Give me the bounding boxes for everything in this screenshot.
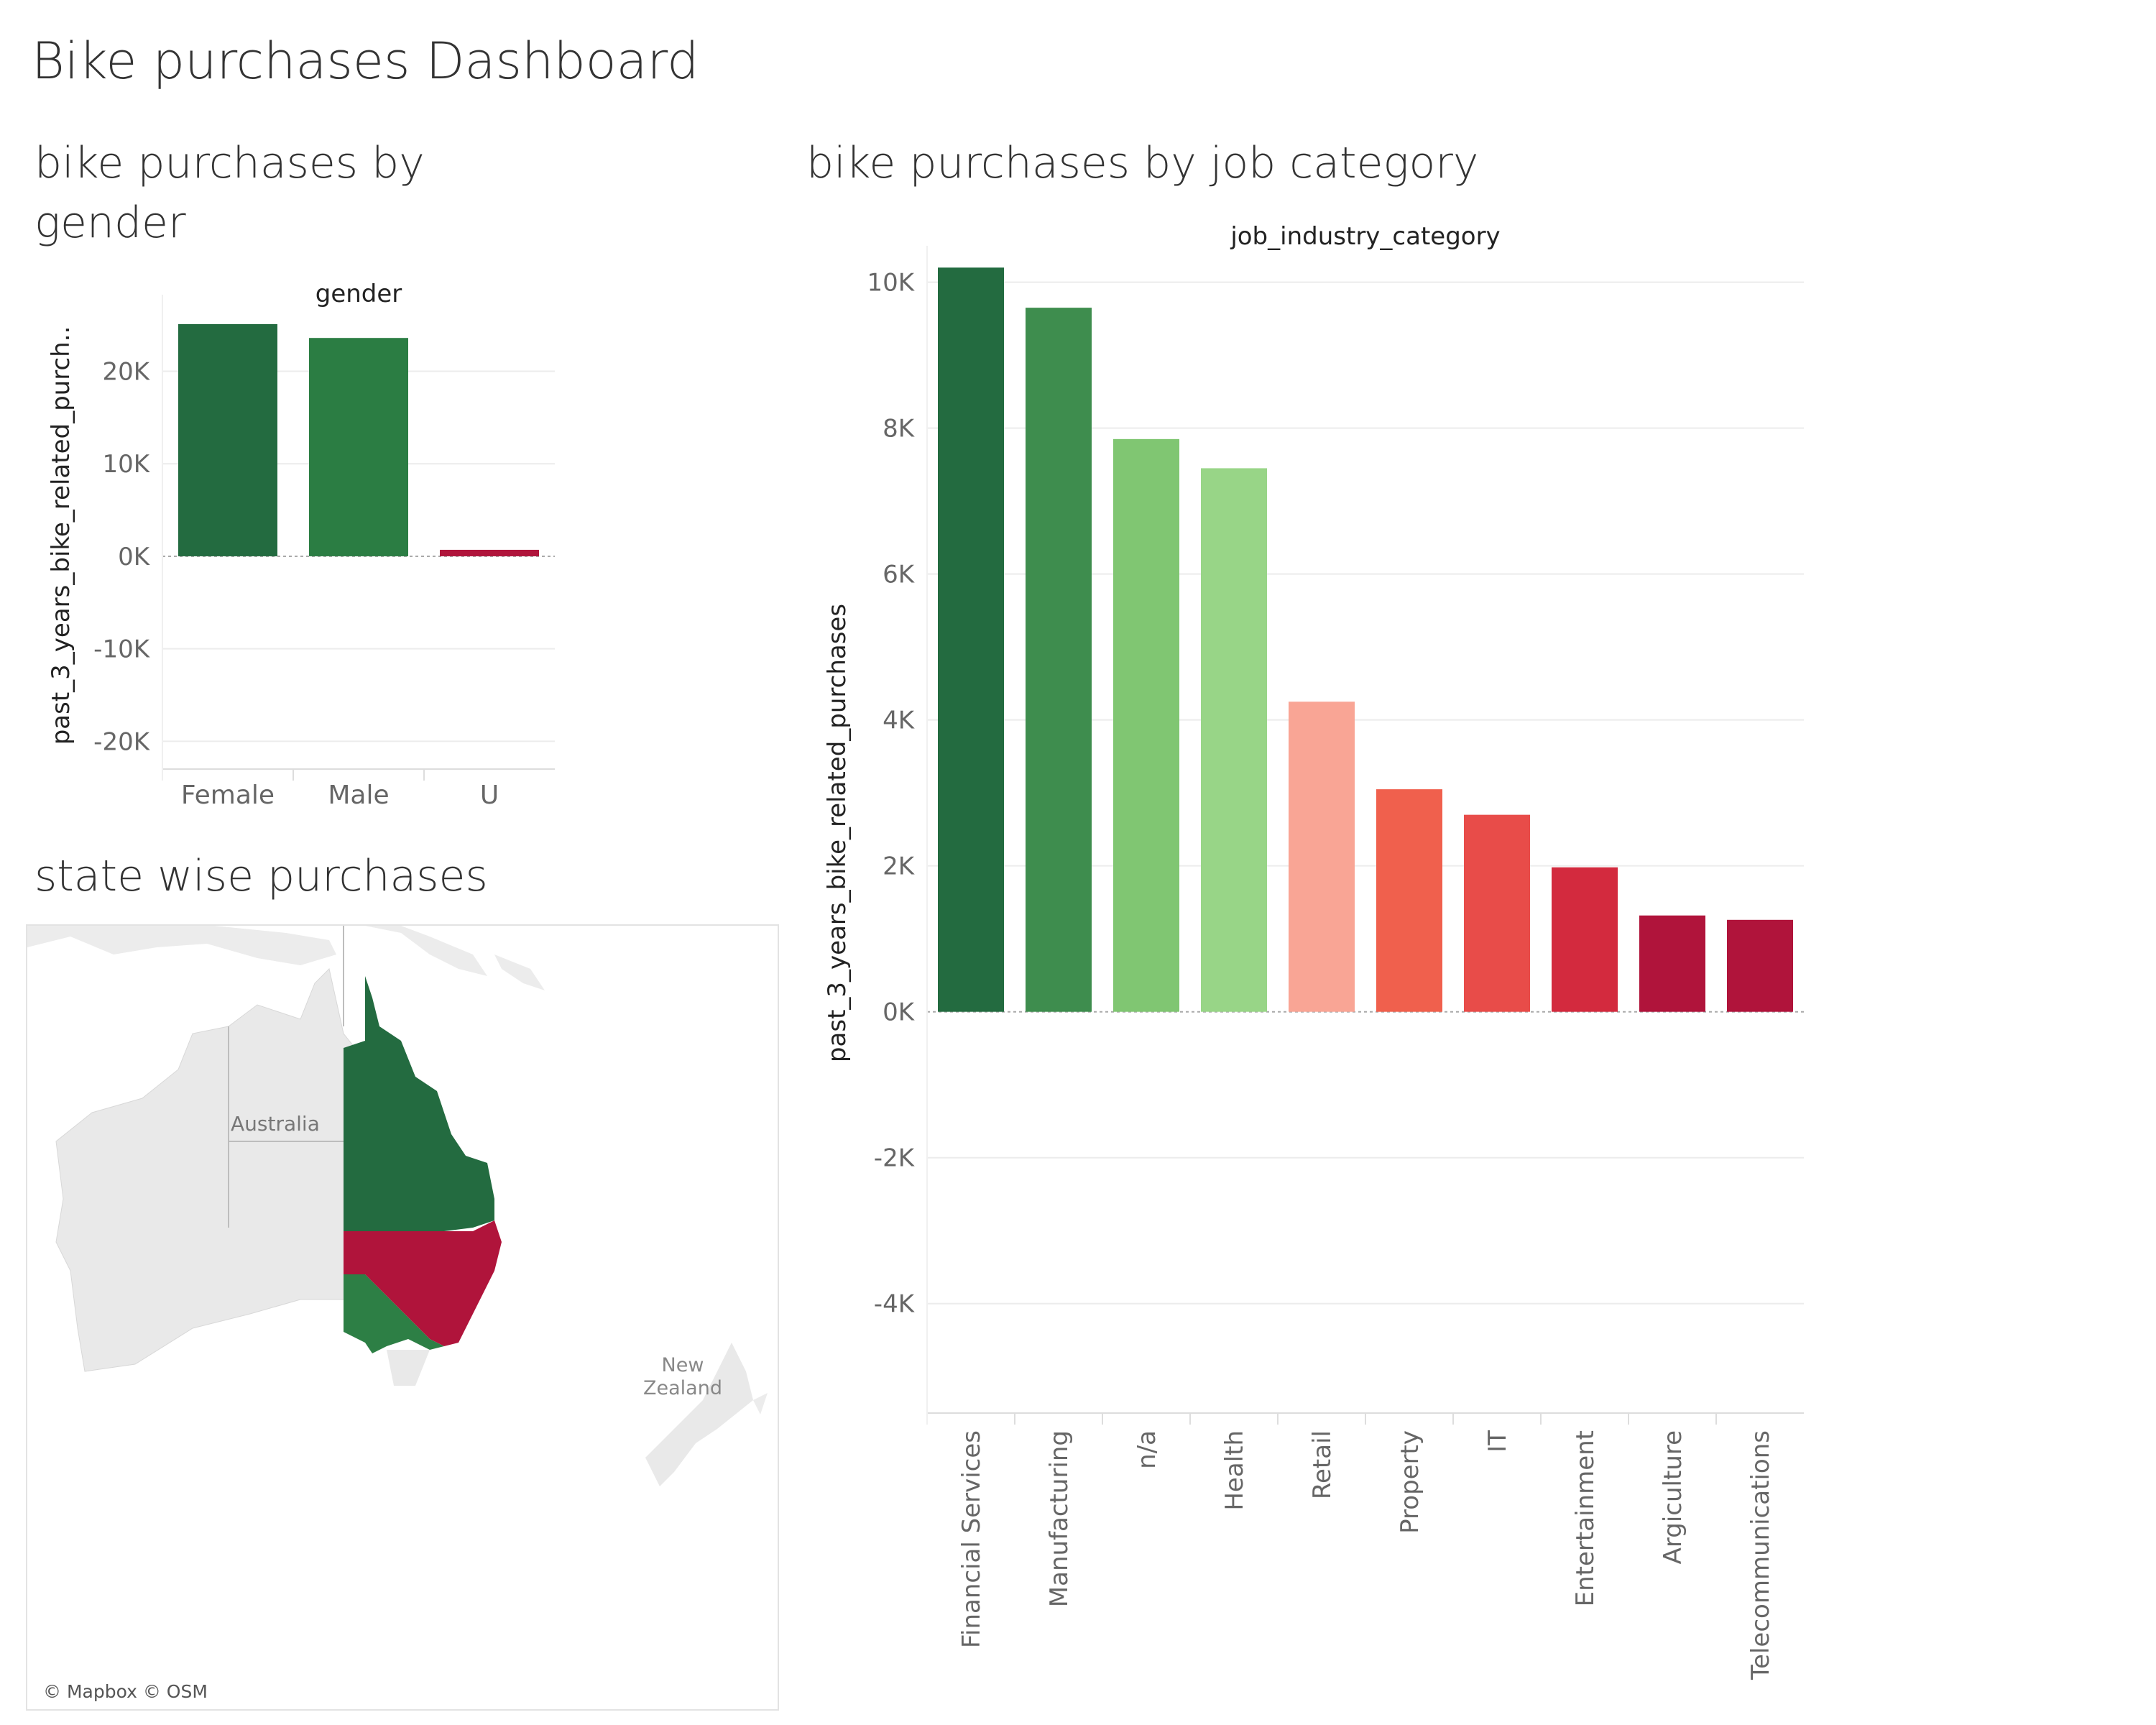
y-tick-label: -10K [93, 635, 151, 664]
map-canvas[interactable]: Australia New Zealand © Mapbox © OSM [27, 926, 778, 1709]
x-tick-label: Entertainment [1571, 1430, 1600, 1606]
y-axis-title: past_3_years_bike_related_purchases [823, 604, 852, 1062]
bar-manufacturing [1026, 308, 1092, 1012]
state-nsw[interactable] [344, 1220, 502, 1346]
chart-header: job_industry_category [1230, 222, 1500, 251]
y-tick-label: 4K [883, 707, 916, 735]
x-tick-label: Retail [1308, 1430, 1337, 1499]
y-tick-label: 8K [883, 415, 916, 443]
bar-telecommunications [1727, 919, 1793, 1012]
land-new-zealand [645, 1343, 753, 1486]
y-tick-label: -20K [93, 727, 151, 756]
bar-argiculture [1639, 915, 1705, 1012]
job-category-bar-chart[interactable]: job_industry_category -4K -2K 0K 2K 4K 6K 8K 10K… [791, 208, 1825, 1703]
bar-male [309, 338, 408, 556]
x-tick-label: Property [1396, 1430, 1424, 1534]
y-tick-label: 2K [883, 852, 916, 881]
x-tick-label: Health [1220, 1430, 1249, 1511]
bar-property [1376, 789, 1442, 1012]
land-north [27, 926, 336, 965]
y-tick-label: 0K [118, 543, 151, 571]
map-label-new: New [662, 1354, 704, 1376]
bar-retail [1289, 702, 1355, 1012]
x-tick-label: IT [1483, 1430, 1512, 1453]
map-label-zealand: Zealand [643, 1377, 722, 1399]
state-vic[interactable] [344, 1274, 444, 1353]
dashboard-title: Bike purchases Dashboard [32, 32, 699, 91]
gender-panel-title: bike purchases by gender [34, 138, 425, 248]
x-tick-label: Female [181, 781, 275, 810]
x-tick-label: Telecommunications [1746, 1430, 1775, 1680]
land-tasmania [387, 1350, 430, 1386]
y-tick-label: 10K [867, 269, 915, 298]
x-tick-label: n/a [1133, 1430, 1161, 1469]
land-islands [494, 954, 545, 990]
map-panel-title: state wise purchases [34, 851, 488, 901]
bar-health [1201, 468, 1267, 1012]
x-tick-label: Financial Services [957, 1430, 986, 1648]
chart-header: gender [315, 280, 402, 308]
land-west-central [55, 968, 380, 1372]
bar-n-a [1113, 438, 1179, 1012]
bar-female [178, 323, 277, 556]
bar-it [1464, 814, 1530, 1012]
x-tick-label: Argiculture [1659, 1430, 1687, 1564]
state-map[interactable]: Australia New Zealand © Mapbox © OSM [26, 924, 779, 1711]
land-papua [365, 926, 487, 976]
y-tick-label: 20K [102, 358, 150, 387]
x-tick-label: Male [328, 781, 389, 810]
y-tick-label: 10K [102, 450, 150, 479]
gender-bar-chart[interactable]: gender -20K -10K 0K 10K 20K past_3_years_bike_… [0, 273, 575, 834]
map-label-australia: Australia [231, 1112, 320, 1136]
y-axis-title: past_3_years_bike_related_purch.. [47, 326, 75, 745]
map-credit[interactable]: © Mapbox © OSM [43, 1681, 208, 1702]
x-tick-label: Manufacturing [1045, 1430, 1074, 1607]
bar-entertainment [1552, 867, 1618, 1012]
bar-financial-services [938, 267, 1004, 1012]
land-nz-islet [753, 1393, 768, 1414]
y-tick-label: -2K [874, 1144, 916, 1173]
y-tick-label: 0K [883, 998, 916, 1027]
y-tick-label: 6K [883, 561, 916, 589]
bar-u [440, 549, 539, 556]
state-qld[interactable] [344, 976, 494, 1231]
x-tick-label: U [480, 781, 499, 810]
job-panel-title: bike purchases by job category [806, 138, 1479, 188]
y-tick-label: -4K [874, 1290, 916, 1319]
